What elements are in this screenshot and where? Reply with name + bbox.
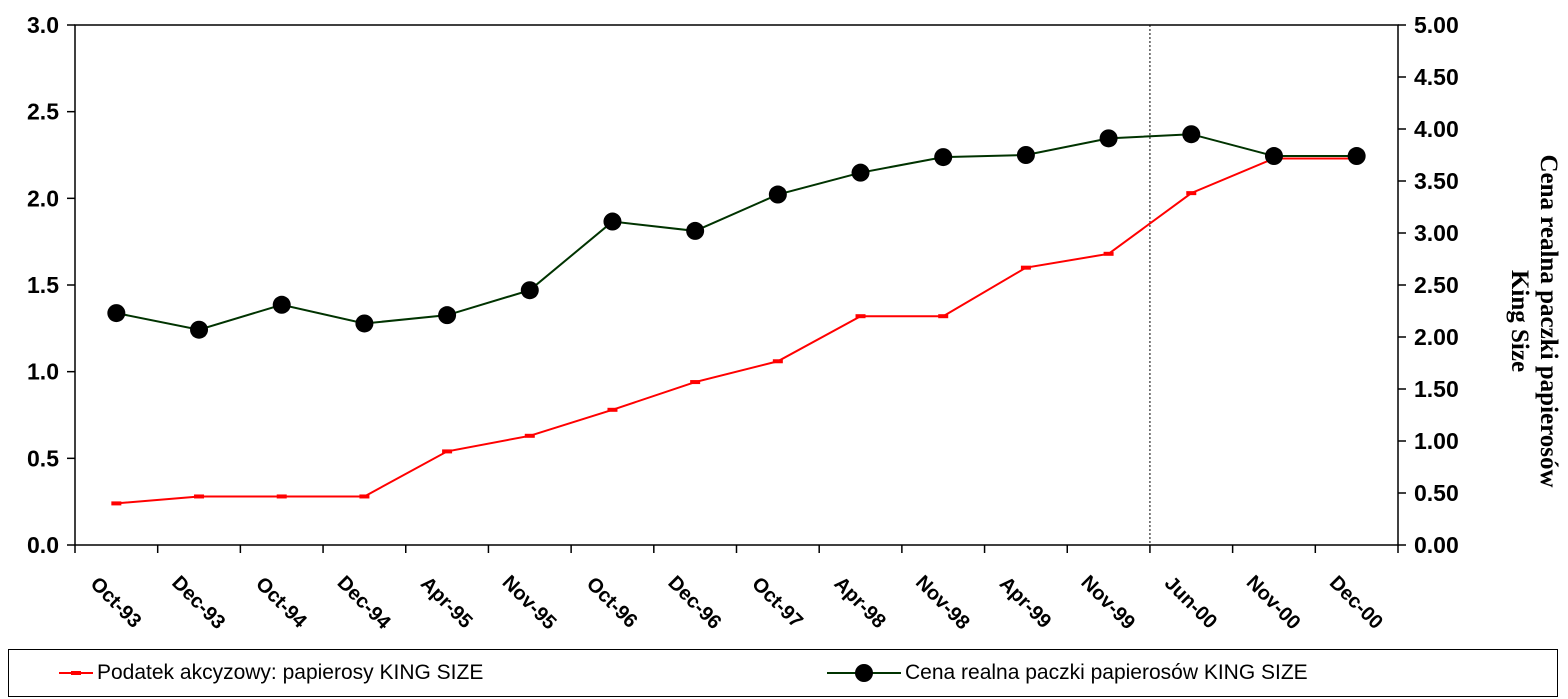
x-tick-label: Nov-98 bbox=[911, 571, 974, 634]
cena-point bbox=[438, 306, 457, 325]
legend-item-cena: Cena realna paczki papierosów KING SIZE bbox=[827, 659, 1308, 687]
right-tick-label: 4.50 bbox=[1414, 64, 1459, 90]
podatek-point bbox=[524, 433, 535, 438]
right-tick-label: 1.00 bbox=[1414, 428, 1459, 454]
left-tick-label: 1.0 bbox=[27, 359, 59, 385]
series-line-cena bbox=[116, 133, 1357, 331]
podatek-point bbox=[938, 314, 949, 319]
left-tick-label: 3.0 bbox=[27, 12, 59, 38]
cena-point bbox=[355, 314, 374, 333]
right-axis-label-line2: King Size bbox=[1506, 270, 1533, 372]
left-tick-label: 2.5 bbox=[27, 99, 59, 125]
right-tick-label: 0.00 bbox=[1414, 532, 1459, 558]
x-tick-label: Oct-96 bbox=[582, 573, 642, 633]
left-tick-label: 0.0 bbox=[27, 532, 59, 558]
left-axis-ticks: 0.0 0.5 1.0 1.5 2.0 2.5 3.0 bbox=[27, 12, 75, 558]
podatek-point bbox=[690, 380, 701, 385]
podatek-point bbox=[359, 494, 370, 499]
legend-label-cena: Cena realna paczki papierosów KING SIZE bbox=[905, 661, 1308, 684]
podatek-point bbox=[442, 449, 453, 454]
podatek-point bbox=[111, 501, 122, 506]
x-tick-label: Nov-00 bbox=[1242, 571, 1305, 634]
cena-point bbox=[1099, 129, 1118, 148]
left-tick-label: 2.0 bbox=[27, 185, 59, 211]
podatek-point bbox=[276, 494, 287, 499]
series-line-podatek bbox=[116, 157, 1357, 505]
right-tick-label: 1.50 bbox=[1414, 376, 1459, 402]
legend-swatch-red-line-icon bbox=[59, 671, 93, 675]
cena-point bbox=[603, 212, 622, 231]
right-axis-label-line1: Cena realna paczki papierosów bbox=[1535, 154, 1562, 487]
x-tick-label: Dec-94 bbox=[333, 572, 396, 635]
x-tick-label: Oct-94 bbox=[251, 573, 311, 633]
left-tick-label: 0.5 bbox=[27, 445, 59, 471]
x-tick-label: Dec-00 bbox=[1325, 572, 1387, 634]
cena-point bbox=[107, 304, 126, 323]
cena-point bbox=[272, 295, 291, 314]
right-tick-label: 2.50 bbox=[1414, 272, 1459, 298]
right-tick-label: 3.00 bbox=[1414, 220, 1459, 246]
x-tick-label: Oct-93 bbox=[86, 573, 146, 633]
cena-point bbox=[934, 148, 953, 167]
x-tick-label: Oct-97 bbox=[747, 573, 807, 633]
axes bbox=[74, 24, 1399, 546]
legend: Podatek akcyzowy: papierosy KING SIZE Ce… bbox=[8, 649, 1558, 697]
x-tick-label: Nov-95 bbox=[498, 571, 561, 634]
cena-point bbox=[520, 281, 539, 300]
legend-label-podatek: Podatek akcyzowy: papierosy KING SIZE bbox=[97, 661, 484, 684]
podatek-point bbox=[1020, 265, 1031, 270]
chart-area: 0.0 0.5 1.0 1.5 2.0 2.5 3.0 0.00 0.50 1.00 1.50 2.… bbox=[27, 12, 1562, 635]
podatek-point bbox=[194, 494, 205, 499]
right-axis-ticks: 0.00 0.50 1.00 1.50 2.00 2.50 3.00 3.50 4.00 4.50… bbox=[1398, 12, 1459, 558]
x-tick-label: Dec-93 bbox=[167, 572, 229, 634]
podatek-point bbox=[607, 407, 618, 412]
x-tick-label: Apr-98 bbox=[830, 573, 890, 633]
right-tick-label: 2.00 bbox=[1414, 324, 1459, 350]
x-tick-label: Apr-95 bbox=[416, 573, 476, 633]
series-lines bbox=[116, 133, 1357, 505]
cena-point bbox=[851, 163, 870, 182]
legend-swatch-circle-line-icon bbox=[827, 664, 901, 682]
x-tick-label: Apr-99 bbox=[995, 573, 1055, 633]
cena-point bbox=[1347, 147, 1366, 166]
cena-point bbox=[1264, 147, 1283, 166]
right-tick-label: 5.00 bbox=[1414, 12, 1459, 38]
series-markers bbox=[107, 125, 1366, 506]
left-tick-label: 1.5 bbox=[27, 272, 59, 298]
x-axis-ticks: Oct-93 Dec-93 Oct-94 Dec-94 Apr-95 Nov-95 Oct-… bbox=[74, 545, 1399, 635]
podatek-point bbox=[1103, 251, 1114, 256]
x-tick-label: Dec-96 bbox=[663, 572, 725, 634]
legend-item-podatek: Podatek akcyzowy: papierosy KING SIZE bbox=[59, 659, 483, 687]
x-tick-label: Jun-00 bbox=[1160, 572, 1221, 633]
podatek-point bbox=[855, 314, 866, 319]
plot-frame bbox=[74, 24, 1399, 546]
cena-point bbox=[1182, 125, 1201, 144]
right-tick-label: 0.50 bbox=[1414, 480, 1459, 506]
cena-point bbox=[768, 185, 787, 204]
cena-point bbox=[190, 320, 209, 339]
right-tick-label: 4.00 bbox=[1414, 116, 1459, 142]
cena-point bbox=[1016, 146, 1035, 164]
right-tick-label: 3.50 bbox=[1414, 168, 1459, 194]
cena-point bbox=[686, 221, 705, 240]
x-tick-label: Nov-99 bbox=[1076, 571, 1139, 634]
podatek-point bbox=[1186, 191, 1197, 196]
podatek-point bbox=[772, 359, 783, 364]
